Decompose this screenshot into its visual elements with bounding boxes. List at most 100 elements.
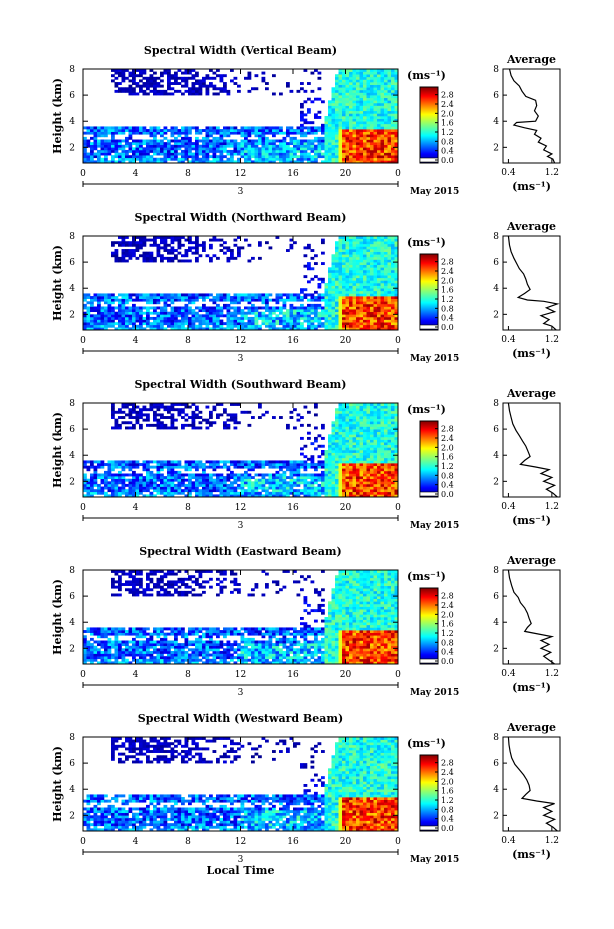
average-y-tick-label: 4 [493, 117, 499, 127]
panel-title: Spectral Width (Southward Beam) [134, 378, 346, 391]
average-x-label: (ms⁻¹) [512, 514, 551, 527]
colorbar-tick-label: 0.8 [441, 805, 454, 814]
colorbar-tick-label: 0.8 [441, 137, 454, 146]
average-y-tick-label: 6 [493, 759, 499, 769]
colorbar-tick-label: 0.0 [441, 323, 454, 332]
average-y-tick-label: 8 [493, 399, 499, 409]
y-tick-label: 6 [69, 425, 75, 435]
colorbar-tick-label: 1.6 [441, 620, 454, 629]
average-title: Average [506, 220, 556, 233]
colorbar-tick-label: 0.4 [441, 815, 454, 824]
x-tick-label: 0 [395, 336, 401, 346]
x-tick-label: 4 [133, 503, 139, 513]
colorbar-tick-label: 2.0 [441, 610, 454, 619]
average-profile-line [507, 569, 555, 665]
heatmap-cells [83, 403, 399, 498]
panel-3: Spectral Width (Southward Beam) 2 4 6 8 Heigh… [51, 378, 561, 531]
average-x-label: (ms⁻¹) [512, 681, 551, 694]
x-tick-label: 0 [80, 670, 86, 680]
y-tick-label: 2 [69, 644, 75, 654]
day-label: 3 [238, 354, 244, 364]
colorbar-unit: (ms⁻¹) [407, 236, 446, 249]
y-tick-label: 8 [69, 232, 75, 242]
y-tick-label: 4 [69, 284, 75, 294]
y-axis-label: Height (km) [51, 245, 64, 321]
y-tick-label: 2 [69, 143, 75, 153]
panel-5: Spectral Width (Westward Beam) 2 4 6 8 Height… [51, 712, 561, 877]
average-x-tick-label: 0.4 [501, 335, 516, 345]
average-y-tick-label: 2 [493, 811, 499, 821]
y-axis-label: Height (km) [51, 579, 64, 655]
x-tick-label: 20 [340, 670, 352, 680]
colorbar-tick-label: 0.0 [441, 657, 454, 666]
colorbar-tick-label: 1.2 [441, 796, 454, 805]
panel-title: Spectral Width (Vertical Beam) [144, 44, 337, 57]
average-profile-line [508, 68, 556, 164]
colorbar-tick-label: 2.0 [441, 109, 454, 118]
colorbar-tick-label: 1.6 [441, 286, 454, 295]
average-x-tick-label: 1.2 [545, 836, 559, 846]
colorbar-tick-label: 0.0 [441, 490, 454, 499]
x-tick-label: 0 [80, 336, 86, 346]
x-tick-label: 0 [395, 670, 401, 680]
y-axis-label: Height (km) [51, 746, 64, 822]
heatmap-cells [83, 69, 399, 164]
y-tick-label: 8 [69, 65, 75, 75]
colorbar [419, 86, 439, 164]
colorbar-tick-label: 2.8 [441, 91, 454, 100]
colorbar [419, 253, 439, 331]
y-tick-label: 4 [69, 618, 75, 628]
average-y-tick-label: 4 [493, 785, 499, 795]
colorbar-tick-label: 1.6 [441, 453, 454, 462]
colorbar-tick-label: 0.8 [441, 304, 454, 313]
x-tick-label: 8 [185, 503, 191, 513]
colorbar-tick-label: 0.0 [441, 156, 454, 165]
colorbar-tick-label: 2.8 [441, 258, 454, 267]
average-y-tick-label: 8 [493, 733, 499, 743]
average-x-tick-label: 1.2 [545, 669, 559, 679]
date-label: May 2015 [410, 855, 459, 865]
colorbar-tick-label: 1.2 [441, 295, 454, 304]
average-x-tick-label: 1.2 [545, 168, 559, 178]
average-y-tick-label: 6 [493, 91, 499, 101]
x-tick-label: 8 [185, 837, 191, 847]
average-x-tick-label: 0.4 [501, 168, 516, 178]
date-label: May 2015 [410, 187, 459, 197]
x-tick-label: 8 [185, 169, 191, 179]
x-tick-label: 0 [80, 503, 86, 513]
average-x-tick-label: 1.2 [545, 502, 559, 512]
average-frame [502, 402, 561, 498]
y-axis-label: Height (km) [51, 78, 64, 154]
y-tick-label: 6 [69, 258, 75, 268]
colorbar-unit: (ms⁻¹) [407, 737, 446, 750]
average-x-tick-label: 0.4 [501, 836, 516, 846]
colorbar-tick-label: 2.4 [441, 100, 454, 109]
colorbar-tick-label: 2.4 [441, 601, 454, 610]
average-y-tick-label: 6 [493, 592, 499, 602]
date-label: May 2015 [410, 521, 459, 531]
colorbar-tick-label: 2.8 [441, 425, 454, 434]
x-tick-label: 8 [185, 336, 191, 346]
average-title: Average [506, 554, 556, 567]
average-title: Average [506, 721, 556, 734]
average-frame [502, 68, 561, 164]
average-title: Average [506, 387, 556, 400]
x-tick-label: 12 [235, 169, 246, 179]
x-tick-label: 20 [340, 169, 352, 179]
average-x-tick-label: 0.4 [501, 669, 516, 679]
x-tick-label: 4 [133, 336, 139, 346]
average-title: Average [506, 53, 556, 66]
panel-2: Spectral Width (Northward Beam) 2 4 6 8 Heigh… [51, 211, 561, 364]
colorbar-tick-label: 1.2 [441, 462, 454, 471]
panel-title: Spectral Width (Eastward Beam) [139, 545, 341, 558]
y-tick-label: 6 [69, 91, 75, 101]
x-tick-label: 0 [395, 169, 401, 179]
average-y-tick-label: 8 [493, 232, 499, 242]
x-tick-label: 0 [80, 837, 86, 847]
x-tick-label: 16 [287, 837, 299, 847]
average-x-label: (ms⁻¹) [512, 347, 551, 360]
panel-4: Spectral Width (Eastward Beam) 2 4 6 8 Height… [51, 545, 561, 698]
x-tick-label: 0 [80, 169, 86, 179]
colorbar-tick-label: 0.4 [441, 648, 454, 657]
y-tick-label: 4 [69, 117, 75, 127]
